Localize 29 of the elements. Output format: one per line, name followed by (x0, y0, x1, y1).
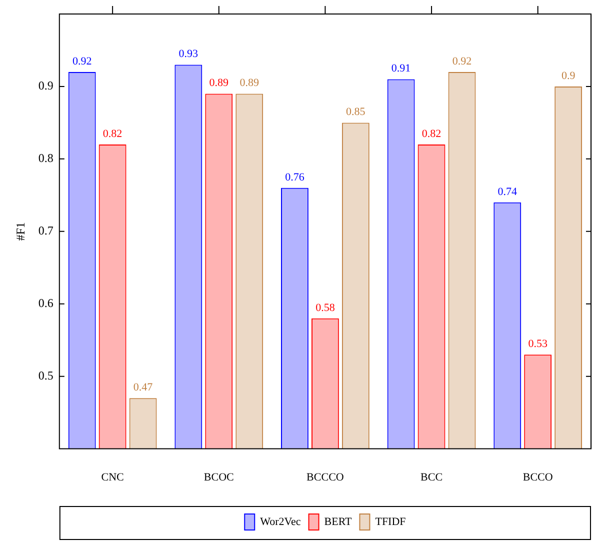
x-tick-label: BCC (420, 471, 443, 484)
x-tick-label: BCCO (522, 471, 553, 484)
y-tick-label: 0.7 (38, 224, 54, 238)
data-label: 0.85 (346, 106, 366, 118)
data-label: 0.47 (133, 381, 154, 394)
data-label: 0.93 (178, 48, 199, 60)
data-label: 0.89 (240, 77, 260, 90)
y-tick-label: 0.6 (38, 296, 54, 310)
x-tick-label: BCCCO (306, 471, 344, 484)
y-axis-title: #F1 (13, 222, 28, 241)
data-label: 0.82 (102, 128, 122, 140)
y-tick-label: 0.9 (38, 78, 54, 93)
data-label: 0.89 (209, 77, 230, 90)
legend-label: BERT (324, 516, 352, 528)
x-tick-label: BCOC (204, 471, 234, 484)
data-label: 0.53 (528, 338, 548, 350)
data-label: 0.92 (72, 55, 92, 68)
data-label: 0.76 (285, 171, 305, 184)
data-label: 0.58 (316, 302, 336, 314)
data-label: 0.82 (422, 128, 442, 140)
y-tick-label: 0.5 (38, 368, 54, 382)
data-label: 0.91 (391, 62, 411, 75)
x-tick-label: CNC (101, 471, 124, 484)
legend-label: TFIDF (375, 516, 406, 528)
data-label: 0.74 (498, 186, 518, 198)
y-tick-label: 0.8 (38, 151, 54, 166)
legend-label: Wor2Vec (260, 516, 301, 528)
data-label: 0.92 (452, 55, 472, 68)
data-label: 0.9 (561, 70, 576, 82)
